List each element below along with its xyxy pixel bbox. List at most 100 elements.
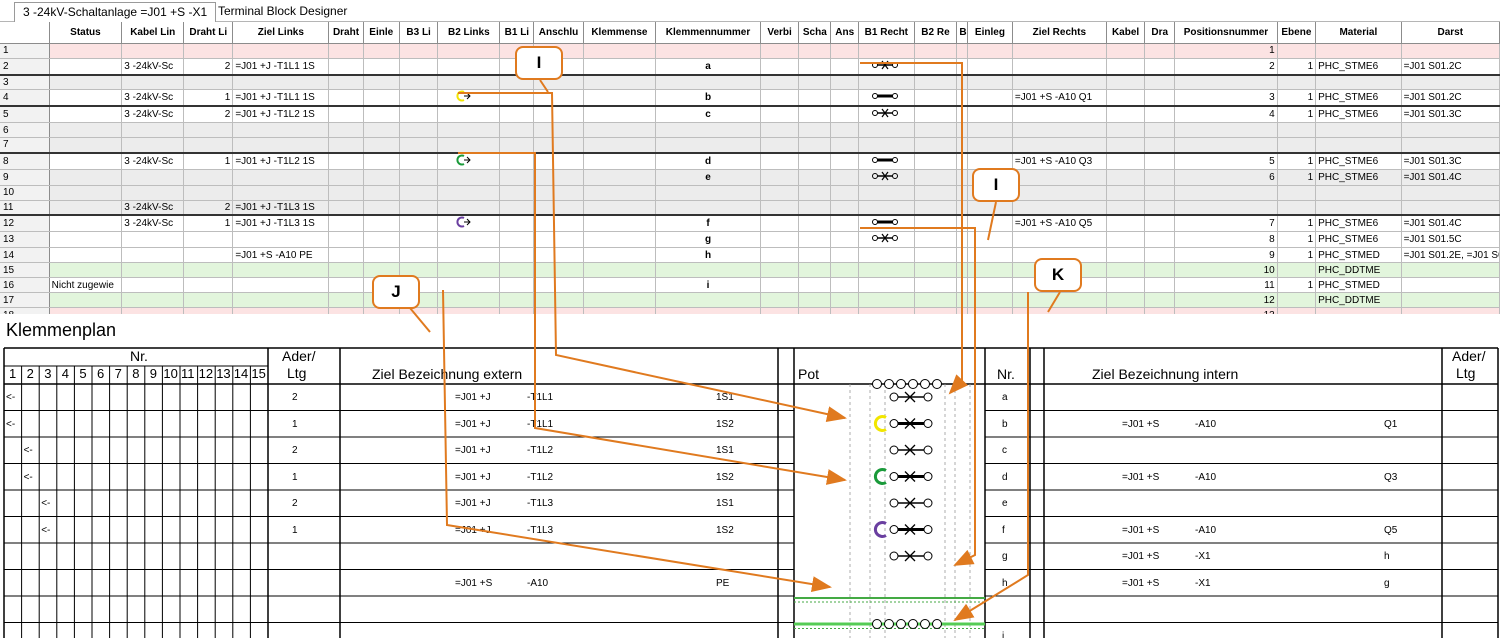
cell-empty[interactable] — [798, 169, 832, 186]
grid-header-15[interactable]: Ans — [830, 22, 860, 44]
cell-ebene[interactable]: 1 — [1277, 169, 1317, 186]
cell-status[interactable] — [49, 169, 123, 186]
cell-empty[interactable] — [830, 137, 860, 154]
b2-links-cell[interactable] — [437, 89, 501, 107]
cell-empty[interactable] — [914, 43, 958, 59]
cell-empty[interactable] — [583, 215, 657, 232]
cell-klemme[interactable]: d — [655, 152, 761, 170]
cell-empty[interactable] — [1106, 277, 1146, 293]
cell-empty[interactable] — [967, 74, 1013, 90]
cell-draht[interactable] — [183, 122, 234, 138]
cell-ziel-links[interactable]: =J01 +J -T1L3 1S — [232, 200, 330, 216]
b1-rechts-cell[interactable] — [858, 152, 915, 170]
cell-empty[interactable] — [1106, 106, 1146, 123]
cell-kabel[interactable]: 3 -24kV-Sc — [121, 152, 185, 170]
row-number[interactable]: 17 — [0, 292, 50, 308]
row-number[interactable]: 7 — [0, 137, 50, 154]
cell-empty[interactable] — [830, 307, 860, 314]
cell-empty[interactable] — [499, 200, 535, 216]
cell-ziel-rechts[interactable]: =J01 +S -A10 Q5 — [1012, 215, 1107, 232]
cell-empty[interactable] — [583, 277, 657, 293]
cell-empty[interactable] — [533, 231, 584, 248]
cell-empty[interactable] — [1106, 231, 1146, 248]
b2-links-cell[interactable] — [437, 292, 501, 308]
row-number[interactable]: 8 — [0, 152, 50, 170]
cell-empty[interactable] — [1144, 152, 1176, 170]
grid-header-26[interactable]: Darst — [1401, 22, 1500, 44]
cell-material[interactable] — [1315, 200, 1402, 216]
cell-empty[interactable] — [399, 200, 439, 216]
cell-ebene[interactable]: 1 — [1277, 215, 1317, 232]
cell-material[interactable] — [1315, 74, 1402, 90]
cell-empty[interactable] — [956, 247, 969, 263]
cell-empty[interactable] — [499, 169, 535, 186]
cell-empty[interactable] — [956, 106, 969, 123]
cell-empty[interactable] — [798, 262, 832, 278]
cell-empty[interactable] — [1144, 89, 1176, 107]
cell-empty[interactable] — [760, 89, 800, 107]
grid-header-7[interactable]: B3 Li — [399, 22, 439, 44]
grid-header-9[interactable]: B1 Li — [499, 22, 535, 44]
cell-ziel-links[interactable] — [232, 307, 330, 314]
cell-darst[interactable] — [1401, 292, 1500, 308]
cell-draht[interactable] — [183, 137, 234, 154]
cell-empty[interactable] — [328, 200, 364, 216]
cell-klemme[interactable] — [655, 122, 761, 138]
grid-row[interactable]: 11 3 -24kV-Sc 2 =J01 +J -T1L3 1S — [0, 200, 1500, 216]
cell-empty[interactable] — [399, 169, 439, 186]
b2-links-cell[interactable] — [437, 152, 501, 170]
cell-ebene[interactable] — [1277, 43, 1317, 59]
cell-klemme[interactable]: i — [655, 277, 761, 293]
cell-pos[interactable]: 11 — [1174, 277, 1278, 293]
cell-empty[interactable] — [499, 106, 535, 123]
cell-empty[interactable] — [830, 152, 860, 170]
cell-empty[interactable] — [1144, 185, 1176, 201]
cell-empty[interactable] — [1106, 43, 1146, 59]
cell-empty[interactable] — [798, 137, 832, 154]
cell-empty[interactable] — [363, 200, 400, 216]
cell-empty[interactable] — [399, 185, 439, 201]
cell-empty[interactable] — [499, 185, 535, 201]
cell-empty[interactable] — [914, 74, 958, 90]
cell-draht[interactable]: 1 — [183, 215, 234, 232]
cell-empty[interactable] — [399, 106, 439, 123]
cell-pos[interactable]: 3 — [1174, 89, 1278, 107]
cell-empty[interactable] — [1106, 122, 1146, 138]
cell-empty[interactable] — [533, 307, 584, 314]
cell-material[interactable]: PHC_STME6 — [1315, 58, 1402, 76]
cell-ziel-links[interactable] — [232, 277, 330, 293]
cell-material[interactable]: PHC_DDTME — [1315, 262, 1402, 278]
b1-rechts-cell[interactable] — [858, 292, 915, 308]
cell-empty[interactable] — [830, 262, 860, 278]
cell-empty[interactable] — [914, 58, 958, 76]
b1-rechts-cell[interactable] — [858, 262, 915, 278]
cell-empty[interactable] — [328, 152, 364, 170]
cell-empty[interactable] — [798, 122, 832, 138]
cell-darst[interactable] — [1401, 74, 1500, 90]
cell-empty[interactable] — [956, 43, 969, 59]
cell-empty[interactable] — [914, 137, 958, 154]
cell-klemme[interactable]: a — [655, 58, 761, 76]
cell-pos[interactable] — [1174, 137, 1278, 154]
cell-empty[interactable] — [1106, 74, 1146, 90]
cell-empty[interactable] — [967, 152, 1013, 170]
cell-pos[interactable]: 7 — [1174, 215, 1278, 232]
grid-header-17[interactable]: B2 Re — [914, 22, 958, 44]
b2-links-cell[interactable] — [437, 307, 501, 314]
cell-empty[interactable] — [956, 262, 969, 278]
cell-ebene[interactable] — [1277, 74, 1317, 90]
cell-ebene[interactable] — [1277, 200, 1317, 216]
b1-rechts-cell[interactable] — [858, 185, 915, 201]
cell-empty[interactable] — [583, 58, 657, 76]
cell-darst[interactable] — [1401, 122, 1500, 138]
cell-material[interactable] — [1315, 137, 1402, 154]
cell-ebene[interactable] — [1277, 122, 1317, 138]
row-number[interactable]: 1 — [0, 43, 50, 59]
grid-header-14[interactable]: Scha — [798, 22, 832, 44]
cell-pos[interactable]: 13 — [1174, 307, 1278, 314]
cell-empty[interactable] — [1144, 231, 1176, 248]
cell-klemme[interactable]: h — [655, 247, 761, 263]
cell-empty[interactable] — [533, 200, 584, 216]
